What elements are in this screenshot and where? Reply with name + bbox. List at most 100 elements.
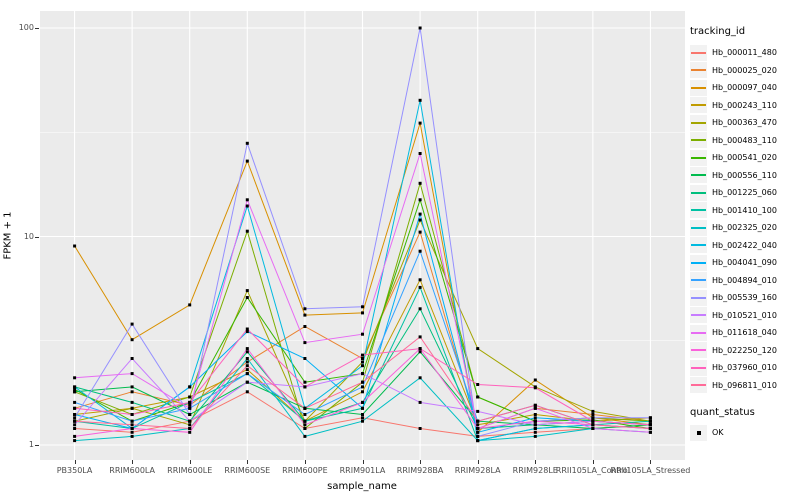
data-point <box>418 350 422 354</box>
data-point <box>73 376 77 380</box>
x-tick-mark <box>477 460 479 464</box>
legend-item-label: Hb_004041_090 <box>712 258 777 268</box>
data-point <box>130 372 134 376</box>
legend-line-swatch <box>691 226 706 229</box>
data-point <box>361 305 364 309</box>
x-tick-mark <box>247 460 249 464</box>
legend-line-swatch <box>691 139 706 142</box>
data-point <box>303 427 307 430</box>
y-axis-title: FPKM + 1 <box>2 211 14 260</box>
legend-key-swatch <box>690 342 707 359</box>
legend-item: Hb_001225_060 <box>690 184 800 202</box>
legend-key-swatch <box>690 272 707 289</box>
data-point <box>361 353 364 357</box>
legend-item: Hb_011618_040 <box>690 324 800 342</box>
data-point <box>476 383 480 386</box>
y-tick-label: 1 <box>28 440 34 449</box>
legend-key-swatch <box>690 167 707 184</box>
legend-key-swatch <box>690 79 707 96</box>
legend-line-swatch <box>691 156 706 159</box>
legend-key-swatch <box>690 219 707 236</box>
legend-key-swatch <box>690 114 707 131</box>
legend-item-label: Hb_002422_040 <box>712 240 777 250</box>
legend: tracking_id Hb_000011_480 Hb_000025_020 Hb… <box>690 26 800 442</box>
data-point <box>73 385 77 389</box>
data-point <box>73 406 77 410</box>
legend-item: Hb_010521_010 <box>690 307 800 325</box>
data-point <box>418 347 422 351</box>
legend-line-swatch <box>691 69 706 72</box>
data-point <box>476 427 480 430</box>
data-point <box>591 427 595 430</box>
legend-item: Hb_004894_010 <box>690 272 800 290</box>
data-point <box>73 244 77 248</box>
x-tick-mark <box>362 460 364 464</box>
data-point <box>188 385 192 389</box>
data-point <box>591 409 595 413</box>
legend-item-label: Hb_001410_100 <box>712 205 777 215</box>
data-point <box>245 296 249 299</box>
x-axis-title: sample_name <box>327 481 397 492</box>
data-point <box>418 400 422 404</box>
data-point <box>591 423 595 427</box>
legend-key-swatch <box>690 237 707 254</box>
data-point <box>418 376 422 380</box>
data-point <box>188 400 192 404</box>
data-point <box>130 406 134 410</box>
data-point <box>245 327 249 331</box>
data-point <box>533 416 537 420</box>
data-point <box>648 416 652 420</box>
legend-item-label: Hb_022250_120 <box>712 345 777 355</box>
data-point <box>418 98 422 102</box>
data-point <box>361 311 364 315</box>
legend-line-swatch <box>691 121 706 124</box>
data-point <box>188 430 192 434</box>
legend-key-swatch <box>690 44 707 61</box>
legend-item: Hb_000483_110 <box>690 132 800 150</box>
data-point <box>130 427 134 430</box>
data-point <box>73 416 77 420</box>
legend-line-swatch <box>691 244 706 247</box>
legend-item-label: Hb_010521_010 <box>712 310 777 320</box>
data-point <box>303 434 307 438</box>
data-point <box>188 403 192 407</box>
legend-key-swatch <box>690 62 707 79</box>
legend-item: Hb_096811_010 <box>690 377 800 395</box>
data-point <box>418 230 422 234</box>
legend-item-label: Hb_096811_010 <box>712 380 777 390</box>
data-point <box>476 395 480 399</box>
data-point <box>303 313 307 317</box>
x-tick-label: RRIM928LE <box>512 466 558 475</box>
data-point <box>361 406 364 410</box>
data-point <box>188 413 192 416</box>
x-tick-label: PB350LA <box>56 466 93 475</box>
legend-item: Hb_000011_480 <box>690 44 800 62</box>
x-tick-label: RRIM600LE <box>167 466 213 475</box>
data-point <box>361 357 364 360</box>
legend-line-swatch <box>691 86 706 89</box>
data-point <box>245 350 249 354</box>
data-point <box>245 330 249 334</box>
legend-item-label: Hb_000363_470 <box>712 118 777 128</box>
x-tick-mark <box>420 460 422 464</box>
legend-item: Hb_000363_470 <box>690 114 800 132</box>
legend-key-swatch <box>690 202 707 219</box>
data-point <box>245 141 249 145</box>
legend-item: Hb_022250_120 <box>690 342 800 360</box>
data-point <box>418 427 422 430</box>
data-point <box>303 423 307 427</box>
data-point <box>361 372 364 376</box>
data-point <box>188 419 192 423</box>
quant-key-swatch <box>690 424 707 441</box>
legend-item: Hb_000243_110 <box>690 97 800 115</box>
data-point <box>130 357 134 360</box>
legend-line-swatch <box>691 261 706 264</box>
data-point <box>73 427 77 430</box>
data-point <box>476 430 480 434</box>
data-point <box>130 338 134 342</box>
data-point <box>73 423 77 427</box>
x-tick-label: RRIM928BA <box>396 466 444 475</box>
data-point <box>245 347 249 351</box>
y-tick-mark <box>35 28 39 29</box>
data-point <box>476 439 480 443</box>
